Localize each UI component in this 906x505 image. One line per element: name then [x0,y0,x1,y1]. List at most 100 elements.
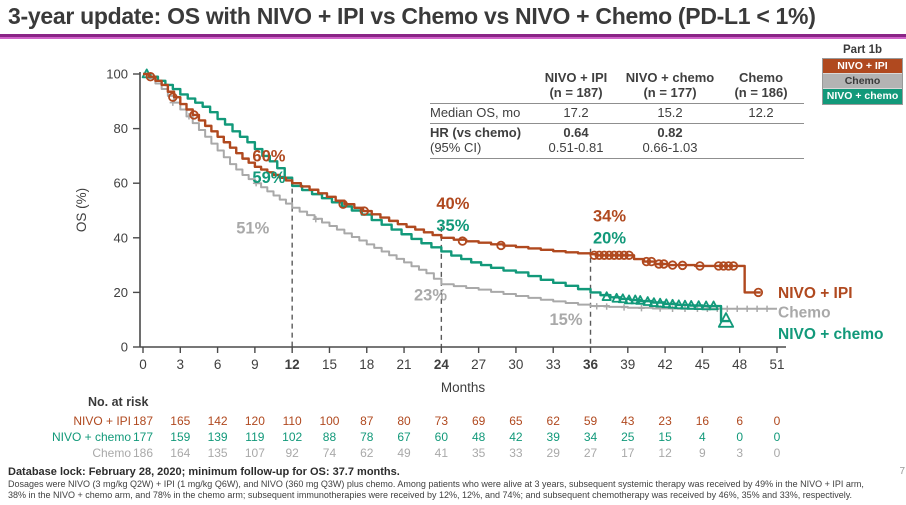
censor-circle-nivo-ipi [654,259,664,269]
at-risk-row-label: Chemo [92,446,131,460]
x-tick-label: 12 [285,357,300,372]
curve-end-label-nivo-ipi: NIVO + IPI [778,285,853,302]
at-risk-value: 69 [472,414,486,428]
x-tick-label: 15 [322,357,337,372]
censor-triangle-nivo-chemo [624,294,635,305]
censor-triangle-nivo-chemo [717,312,735,328]
censor-circle-nivo-ipi [496,240,506,251]
treatment-legend: NIVO + IPI Chemo NIVO + chemo [822,58,903,105]
at-risk-value: 87 [360,414,374,428]
censor-triangle-nivo-chemo [630,294,641,305]
summary-cell: 17.2 [563,104,589,120]
x-tick-label: 39 [620,357,635,372]
summary-row-label: HR (vs chemo) (95% CI) [430,124,522,155]
x-tick-label: 24 [434,357,450,372]
milestone-rate-label: 35% [436,217,469,235]
censor-triangle-nivo-chemo [617,293,628,304]
at-risk-value: 23 [658,414,672,428]
at-risk-value: 88 [323,430,337,444]
at-risk-value: 16 [696,414,710,428]
censor-triangle-nivo-chemo [708,300,719,311]
at-risk-value: 165 [170,414,190,428]
at-risk-value: 74 [323,446,337,460]
at-risk-value: 35 [472,446,486,460]
censor-circle-nivo-ipi [718,261,729,271]
at-risk-value: 29 [547,446,561,460]
censor-plus-chemo [734,305,741,312]
summary-cell: Chemo (n = 186) [734,70,788,100]
y-tick-label: 60 [114,176,128,191]
censor-plus-chemo [763,305,771,312]
at-risk-value: 3 [736,446,743,460]
x-tick-label: 9 [251,357,259,372]
x-tick-label: 6 [214,357,222,372]
x-tick-label: 21 [397,357,412,372]
censor-circle-nivo-ipi [753,287,764,298]
at-risk-value: 12 [658,446,672,460]
at-risk-value: 15 [658,430,672,444]
censor-circle-nivo-ipi [604,250,614,260]
summary-cell: 12.2 [748,104,774,120]
censor-triangle-nivo-chemo [655,297,666,308]
at-risk-value: 164 [170,446,190,460]
censor-triangle-nivo-chemo [686,300,697,310]
censor-circle-nivo-ipi [594,250,604,260]
censor-triangle-nivo-chemo [661,298,672,309]
at-risk-value: 80 [397,414,411,428]
y-axis-label: OS (%) [74,188,89,232]
os-curve-nivo-chemo [143,72,730,323]
at-risk-value: 110 [283,414,302,428]
censor-circle-nivo-ipi [728,261,739,271]
x-tick-label: 45 [695,357,710,372]
dosage-footnote: Dosages were NIVO (3 mg/kg Q2W) + IPI (1… [8,479,864,500]
at-risk-value: 33 [509,446,523,460]
censor-circle-nivo-ipi [599,250,609,260]
summary-row-label [430,86,530,101]
summary-row-label: Median OS, mo [430,104,521,120]
x-tick-label: 48 [732,357,747,372]
censor-triangle-nivo-chemo [601,291,612,301]
censor-triangle-nivo-chemo [693,300,704,310]
at-risk-value: 159 [170,430,190,444]
summary-cell: 0.64 0.51-0.81 [548,124,604,155]
at-risk-value: 0 [736,430,743,444]
censor-plus-chemo [252,180,260,187]
censor-triangle-nivo-chemo [648,297,659,307]
at-risk-value: 186 [133,446,153,460]
censor-plus-chemo [603,303,610,310]
censor-circle-nivo-ipi [145,72,156,82]
censor-circle-nivo-ipi [457,236,468,246]
at-risk-value: 120 [245,414,265,428]
censor-circle-nivo-ipi [695,261,705,271]
os-curve-chemo [143,73,777,310]
page-number: 7 [899,466,905,477]
at-risk-value: 187 [133,414,153,428]
at-risk-value: 60 [435,430,449,444]
censor-triangle-nivo-chemo [642,296,653,306]
x-tick-label: 51 [769,357,784,372]
x-tick-label: 27 [471,357,486,372]
at-risk-value: 9 [699,446,706,460]
legend-item-nivo-chemo: NIVO + chemo [823,89,902,104]
censor-plus-chemo [620,304,628,311]
censor-circle-nivo-ipi [614,250,624,260]
censor-plus-chemo [312,216,319,223]
at-risk-row-label: NIVO + IPI [73,414,131,428]
censor-plus-chemo [753,305,761,312]
at-risk-value: 135 [208,446,228,460]
milestone-rate-label: 15% [549,311,582,329]
at-risk-value: 43 [621,414,635,428]
at-risk-value: 34 [584,430,598,444]
y-tick-label: 20 [114,285,128,300]
at-risk-value: 62 [547,414,561,428]
censor-circle-nivo-ipi [589,250,599,260]
x-tick-label: 18 [359,357,374,372]
milestone-rate-label: 23% [414,287,447,305]
at-risk-value: 65 [509,414,523,428]
censor-triangle-nivo-chemo [667,298,678,309]
censor-triangle-nivo-chemo [673,299,684,310]
milestone-rate-label: 59% [252,169,285,187]
at-risk-value: 67 [397,430,411,444]
x-tick-label: 33 [546,357,561,372]
at-risk-value: 139 [208,430,228,444]
